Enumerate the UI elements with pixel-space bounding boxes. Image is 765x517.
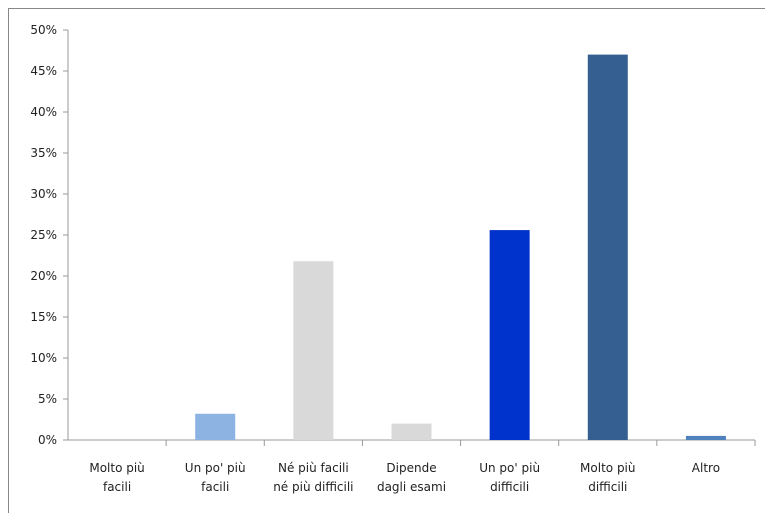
bar (392, 424, 432, 440)
chart-border (9, 9, 765, 514)
bar (293, 261, 333, 440)
y-tick-label: 5% (38, 392, 57, 406)
y-tick-label: 35% (30, 146, 57, 160)
y-tick-label: 40% (30, 105, 57, 119)
y-tick-label: 20% (30, 269, 57, 283)
bar (195, 414, 235, 440)
x-tick-label: Altro (692, 461, 720, 475)
y-tick-label: 0% (38, 433, 57, 447)
bar (588, 55, 628, 440)
y-tick-label: 15% (30, 310, 57, 324)
bar (490, 230, 530, 440)
y-tick-label: 25% (30, 228, 57, 242)
y-tick-label: 10% (30, 351, 57, 365)
bar (686, 436, 726, 440)
y-tick-label: 45% (30, 64, 57, 78)
y-tick-label: 30% (30, 187, 57, 201)
y-tick-label: 50% (30, 23, 57, 37)
